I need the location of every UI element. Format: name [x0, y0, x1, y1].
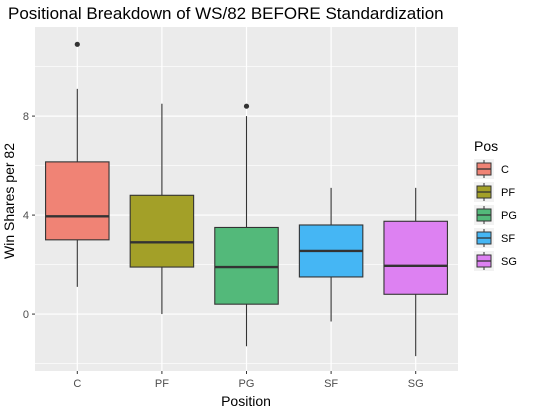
legend-label: PG [501, 210, 517, 222]
box-sf [298, 187, 364, 322]
outlier-point [74, 41, 80, 47]
x-tick-label: C [73, 378, 81, 390]
outlier-point [243, 103, 250, 109]
x-tick-label: PF [155, 378, 169, 390]
y-axis-title: Win Shares per 82 [1, 143, 17, 259]
legend-label: SF [501, 233, 515, 245]
x-axis-title: Position [221, 393, 271, 409]
legend: Pos C PF PG SF SG [474, 138, 517, 271]
legend-label: C [501, 164, 509, 176]
legend-item-sg: SG [474, 251, 517, 271]
legend-item-pg: PG [474, 205, 517, 225]
box-iqr [383, 220, 448, 295]
x-tick-label: SG [408, 378, 424, 390]
box-c [45, 41, 110, 287]
box-iqr [129, 194, 195, 268]
y-tick-label: 4 [23, 210, 29, 222]
legend-item-sf: SF [474, 228, 515, 248]
y-tick-label: 0 [23, 309, 29, 321]
box-series [45, 41, 448, 357]
y-tick-label: 8 [23, 111, 29, 123]
box-pg [214, 103, 279, 347]
box-iqr [214, 226, 279, 305]
x-tick-label: SF [324, 378, 338, 390]
legend-item-pf: PF [474, 182, 515, 202]
box-sg [383, 187, 448, 357]
x-axis: C PF PG SF SG [73, 371, 424, 390]
box-pf [129, 103, 195, 315]
legend-title: Pos [474, 138, 498, 154]
chart-title: Positional Breakdown of WS/82 BEFORE Sta… [8, 4, 444, 23]
y-axis: 0 4 8 [23, 111, 35, 321]
legend-label: SG [501, 256, 517, 268]
legend-item-c: C [474, 159, 509, 179]
legend-label: PF [501, 187, 515, 199]
box-iqr [45, 161, 110, 241]
x-tick-label: PG [239, 378, 255, 390]
